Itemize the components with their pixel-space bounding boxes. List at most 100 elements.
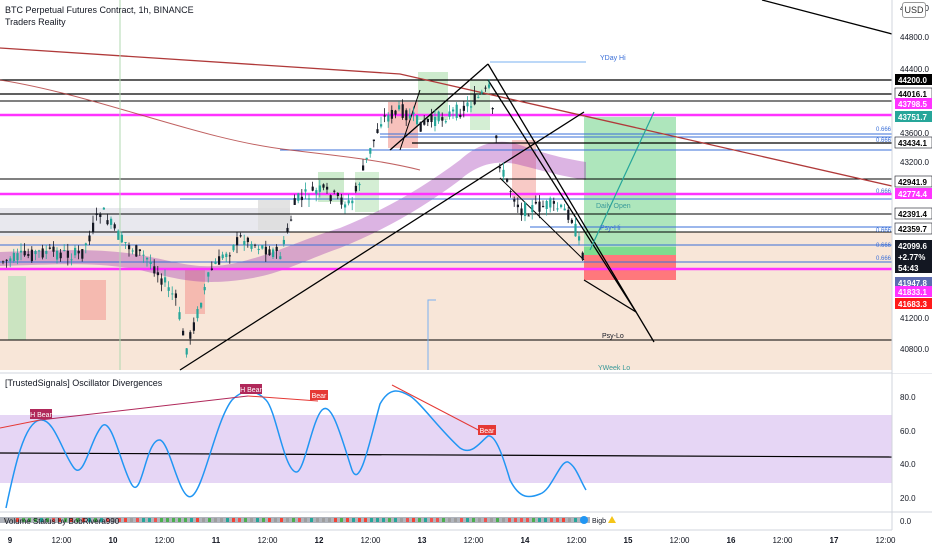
candle-body: [473, 93, 476, 105]
candle-body: [41, 248, 44, 258]
candle-body: [12, 252, 15, 262]
candle-body: [437, 111, 440, 122]
volume-dot: [94, 518, 97, 522]
volume-dot: [130, 518, 133, 522]
volume-dot: [406, 518, 409, 522]
candle-body: [45, 251, 48, 254]
session-zone: [0, 208, 290, 236]
volume-dot: [478, 518, 481, 522]
price-tick-label: 44400.0: [900, 65, 929, 74]
price-tag: 42774.4: [895, 188, 932, 199]
candle-body: [110, 218, 113, 225]
warning-icon: [608, 516, 616, 523]
psy-hi-label: Psy-Hi: [600, 225, 621, 232]
fib-label-b: 0.666: [876, 138, 892, 144]
osc-axis-tick: 20.0: [900, 494, 916, 503]
candle-body: [282, 239, 285, 245]
volume-title[interactable]: Volume Status by BobRivera990: [4, 517, 120, 526]
candle-body: [113, 224, 116, 229]
price-tag: 42099.6: [895, 240, 932, 251]
candle-body: [423, 119, 426, 125]
entry-zone: [584, 247, 676, 255]
candle-body: [448, 111, 451, 117]
volume-dot: [328, 518, 331, 522]
volume-dot: [10, 518, 13, 522]
candle-body: [185, 348, 188, 355]
volume-dot: [376, 518, 379, 522]
candle-body: [286, 227, 289, 232]
candle-body: [365, 157, 368, 160]
fib-label-c: 0.666: [876, 189, 892, 195]
volume-dot: [88, 518, 91, 522]
candle-body: [120, 234, 123, 243]
candle-body: [293, 198, 296, 205]
osc-signal-label: Bear: [478, 425, 496, 435]
candle-body: [117, 230, 120, 240]
price-tag: 42941.9: [894, 175, 932, 188]
price-tick-label: 40800.0: [900, 345, 929, 354]
svg-text:44200.0: 44200.0: [898, 76, 927, 85]
volume-dot: [442, 518, 445, 522]
symbol-title[interactable]: BTC Perpetual Futures Contract, 1h, BINA…: [5, 5, 194, 15]
candle-body: [221, 254, 224, 259]
volume-dot: [118, 518, 121, 522]
volume-dot: [514, 518, 517, 522]
osc-axis-tick: 40.0: [900, 460, 916, 469]
time-tick-label: 14: [521, 536, 530, 545]
candle-body: [196, 309, 199, 319]
candle-body: [545, 200, 548, 209]
volume-dot: [334, 518, 337, 522]
volume-dot: [562, 518, 565, 522]
long-stop-zone[interactable]: [584, 254, 676, 280]
candle-body: [549, 198, 552, 208]
time-axis[interactable]: [0, 530, 932, 550]
volume-dot: [208, 518, 211, 522]
candle-body: [488, 84, 491, 88]
candle-body: [401, 104, 404, 118]
candle-body: [279, 256, 282, 260]
indicator-name[interactable]: Traders Reality: [5, 17, 66, 27]
candle-body: [318, 185, 321, 192]
volume-dot: [436, 518, 439, 522]
candle-body: [228, 255, 231, 257]
candle-body: [124, 242, 127, 244]
price-tick-label: 43200.0: [900, 158, 929, 167]
currency-button[interactable]: USD: [902, 2, 926, 18]
candle-body: [297, 193, 300, 201]
divergence-line: [39, 395, 249, 421]
candle-body: [84, 243, 87, 246]
ema-band: [0, 141, 586, 282]
candle-body: [369, 148, 372, 154]
volume-dot: [472, 518, 475, 522]
candle-body: [426, 118, 429, 123]
time-tick-label: 9: [8, 536, 13, 545]
volume-dot: [484, 518, 487, 522]
candle-body: [581, 252, 584, 260]
candle-body: [556, 208, 559, 210]
volume-status-dots: [4, 518, 577, 522]
candle-body: [311, 186, 314, 191]
volume-dot: [532, 518, 535, 522]
candle-body: [315, 190, 318, 194]
fib-label-e: 0.666: [876, 243, 892, 249]
candle-body: [246, 237, 249, 243]
volume-dot: [574, 518, 577, 522]
candle-body: [524, 202, 527, 217]
volume-axis-tick: 0.0: [900, 517, 912, 526]
time-tick-label: 10: [109, 536, 118, 545]
time-tick-label: 12:00: [463, 536, 484, 545]
candle-body: [56, 250, 59, 260]
svg-text:42941.9: 42941.9: [898, 178, 927, 187]
volume-dot: [358, 518, 361, 522]
volume-dot: [382, 518, 385, 522]
svg-text:Bear: Bear: [312, 393, 327, 400]
candle-body: [362, 165, 365, 171]
price-tag: 43751.7: [895, 111, 932, 122]
candle-body: [354, 185, 357, 192]
volume-dot: [400, 518, 403, 522]
svg-text:54:43: 54:43: [898, 264, 919, 273]
svg-text:41833.1: 41833.1: [898, 288, 927, 297]
volume-dot: [304, 518, 307, 522]
oscillator-title[interactable]: [TrustedSignals] Oscillator Divergences: [5, 378, 163, 388]
